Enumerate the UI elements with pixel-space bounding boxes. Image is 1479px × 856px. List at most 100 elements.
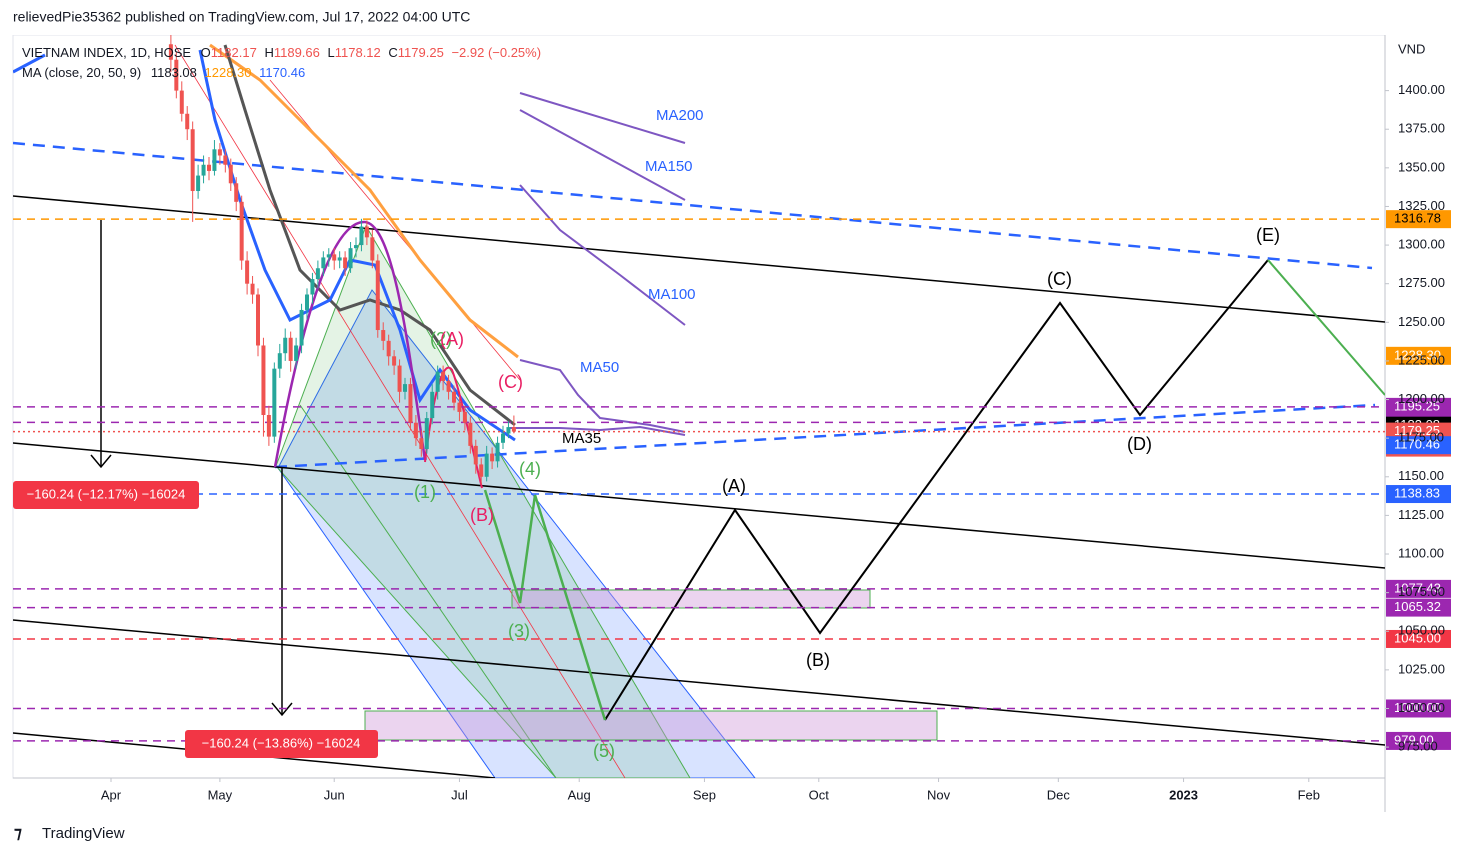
y-tick-label: 1100.00 xyxy=(1398,545,1444,560)
candle-body xyxy=(501,433,505,443)
price-badge-label: 1077.43 xyxy=(1394,580,1441,595)
y-tick-label: 1300.00 xyxy=(1398,237,1445,252)
price-badge-label: 1045.00 xyxy=(1394,630,1441,645)
h-letter: H xyxy=(264,45,273,60)
candle-body xyxy=(343,257,348,269)
y-tick-label: 975.00 xyxy=(1398,739,1438,754)
x-tick-label: Nov xyxy=(927,787,951,802)
header: relievedPie35362 published on TradingVie… xyxy=(0,0,1479,80)
high: 1189.66 xyxy=(274,45,320,60)
price-badge xyxy=(1386,699,1451,718)
currency: VND xyxy=(1398,41,1425,56)
price-badge-label: 1179.25 xyxy=(1394,423,1440,438)
y-tick-label: 1375.00 xyxy=(1398,121,1445,136)
candle-body xyxy=(506,427,511,434)
x-tick-label: Dec xyxy=(1047,787,1071,802)
candle-body xyxy=(201,164,206,176)
ma-value: 1228.30 xyxy=(205,65,252,80)
candle-body xyxy=(217,149,222,156)
candle-body xyxy=(305,294,309,310)
candle-body xyxy=(375,260,380,331)
candle-body xyxy=(452,391,456,403)
channel-mid xyxy=(299,404,557,778)
ma-projection xyxy=(519,92,686,144)
price-badge xyxy=(1386,397,1451,416)
ma-line xyxy=(223,44,516,427)
wave-label: (A) xyxy=(440,329,464,349)
x-tick-label: Sep xyxy=(693,787,716,802)
candle-body xyxy=(364,226,369,238)
y-tick-label: 1150.00 xyxy=(1398,468,1444,483)
price-badge xyxy=(1386,485,1451,504)
wave-label: (C) xyxy=(498,372,523,392)
publisher: relievedPie35362 published on TradingVie… xyxy=(13,9,470,25)
candles xyxy=(168,35,516,485)
measure-label: −160.24 (−12.17%) −16024 xyxy=(27,486,186,501)
ma-value: 1183.08 xyxy=(151,65,197,80)
black-trend xyxy=(13,619,1385,746)
low: 1178.12 xyxy=(335,45,381,60)
l-letter: L xyxy=(328,45,335,60)
candle-body xyxy=(256,294,260,346)
candle-body xyxy=(435,371,440,392)
footer: ⁊ TradingView xyxy=(14,825,125,842)
measure-label: −160.24 (−13.86%) −16024 xyxy=(202,735,361,750)
wave-label: (B) xyxy=(470,505,494,525)
candle-body xyxy=(294,345,299,361)
tv-logo: ⁊ xyxy=(14,825,22,842)
price-badge-label: 1065.32 xyxy=(1394,599,1441,614)
candle-body xyxy=(446,381,451,392)
zone xyxy=(364,710,938,741)
price-badge-label: 1228.30 xyxy=(1394,347,1441,362)
candle-body xyxy=(392,356,397,366)
candle-body xyxy=(403,384,407,392)
open: 1182.17 xyxy=(211,45,257,60)
o-letter: O xyxy=(201,45,211,60)
pattern-curve xyxy=(424,366,483,489)
drawings xyxy=(13,43,1385,778)
candle-body xyxy=(441,371,446,382)
candle-body xyxy=(174,59,179,91)
candle-body xyxy=(315,268,320,280)
candle-body xyxy=(250,283,255,295)
wave-label: (4) xyxy=(519,459,541,479)
candle-body xyxy=(359,226,364,246)
candle-body xyxy=(457,402,462,412)
price-badge-label: 1000.00 xyxy=(1394,700,1441,715)
candle-body xyxy=(288,337,293,361)
price-badge-label: 979.00 xyxy=(1394,732,1434,747)
price-badge xyxy=(1386,579,1451,598)
ma-projection xyxy=(519,109,686,201)
candle-body xyxy=(354,245,358,249)
candle-body xyxy=(495,442,500,462)
candle-body xyxy=(419,438,424,449)
candle-body xyxy=(490,453,495,462)
candle-body xyxy=(207,164,211,171)
x-tick-label: Oct xyxy=(809,787,830,802)
candle-body xyxy=(234,183,239,202)
x-tick-label: Jul xyxy=(451,787,468,802)
price-badge xyxy=(1386,210,1451,229)
projection xyxy=(604,259,1269,721)
candle-body xyxy=(430,391,435,419)
y-tick-label: 1000.00 xyxy=(1398,700,1445,715)
axes: 1400.00 1375.00 1350.00 1325.00 1300.00 1275.… xyxy=(101,82,1445,802)
candle-body xyxy=(310,279,315,295)
candle-body xyxy=(473,445,478,465)
wave-label: (3) xyxy=(508,621,530,641)
x-tick-label: Apr xyxy=(101,787,122,802)
blue-dashed-trend xyxy=(13,141,1373,270)
c-letter: C xyxy=(388,45,397,60)
ma-projection xyxy=(519,184,686,326)
y-tick-label: 1275.00 xyxy=(1398,275,1445,290)
symbol: VIETNAM INDEX, 1D, HOSE xyxy=(22,45,191,60)
candle-body xyxy=(462,411,467,423)
candle-body xyxy=(479,464,484,477)
annotation: MA150 xyxy=(645,158,693,175)
channel-blue xyxy=(277,289,756,778)
ma-line xyxy=(209,43,519,359)
y-tick-label: 1175.00 xyxy=(1398,430,1444,445)
candle-body xyxy=(484,453,489,477)
candle-body xyxy=(370,237,375,261)
